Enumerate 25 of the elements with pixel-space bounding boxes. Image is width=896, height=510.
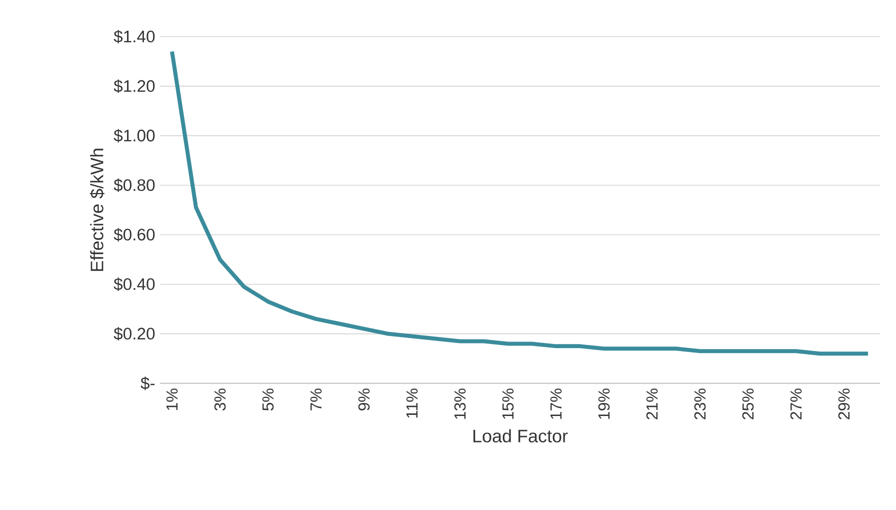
y-tick-label: $1.40 <box>114 30 155 44</box>
x-tick-label: 19% <box>598 388 610 419</box>
x-tick-label: 21% <box>646 388 658 420</box>
x-tick-label: 25% <box>742 388 754 420</box>
x-tick-label: 23% <box>694 388 706 420</box>
x-tick-label: 7% <box>310 388 322 410</box>
x-tick-label: 3% <box>214 388 226 411</box>
y-tick-label: $0.40 <box>114 278 155 292</box>
x-tick-label: 17% <box>550 388 562 419</box>
x-tick-label: 13% <box>454 388 466 419</box>
x-tick-label: 9% <box>358 388 370 410</box>
x-tick-label: 11% <box>406 388 418 418</box>
y-tick-label: $1.00 <box>114 128 155 142</box>
x-tick-label: 29% <box>838 388 850 420</box>
x-tick-label: 1% <box>166 388 178 410</box>
y-tick-label: $- <box>140 376 155 390</box>
x-tick-label: 15% <box>502 388 514 419</box>
y-axis-title: Effective $/kWh <box>90 148 104 271</box>
x-axis-title: Load Factor <box>473 429 568 442</box>
x-tick-label: 27% <box>790 388 802 420</box>
x-tick-label: 5% <box>262 388 274 411</box>
y-tick-label: $1.20 <box>114 79 155 93</box>
y-tick-label: $0.60 <box>114 228 155 242</box>
y-tick-label: $0.20 <box>114 327 155 341</box>
y-tick-label: $0.80 <box>114 178 155 192</box>
